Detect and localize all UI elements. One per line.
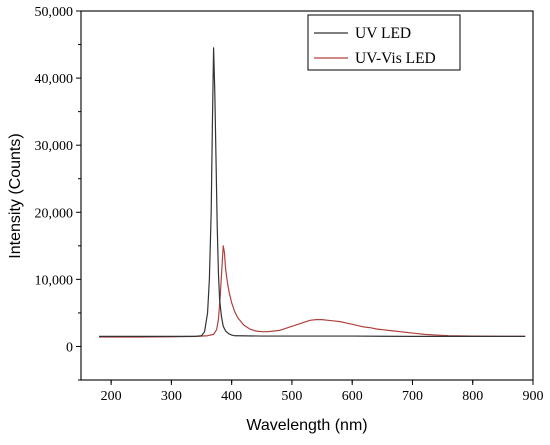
- x-axis-title: Wavelength (nm): [246, 417, 367, 434]
- x-tick-label: 200: [101, 389, 122, 404]
- y-tick-label: 10,000: [35, 273, 74, 288]
- legend-label-uv-led: UV LED: [355, 25, 411, 42]
- x-tick-label: 900: [523, 389, 544, 404]
- y-tick-label: 50,000: [35, 5, 74, 20]
- x-tick-label: 700: [402, 389, 423, 404]
- x-tick-label: 600: [342, 389, 363, 404]
- x-tick-label: 800: [462, 389, 483, 404]
- plot-frame: [80, 10, 534, 381]
- x-tick-label: 500: [281, 389, 302, 404]
- legend: UV LED UV-Vis LED: [307, 14, 461, 71]
- y-axis: 0 10,000 20,000 30,000 40,000 50,000: [35, 5, 81, 381]
- series-line-uv-led: [99, 47, 526, 337]
- x-axis: 200 300 400 500 600 700 800 900: [101, 380, 544, 404]
- legend-label-uv-vis-led: UV-Vis LED: [355, 50, 436, 67]
- y-tick-label: 0: [66, 340, 73, 355]
- series-line-uv-vis-led: [99, 245, 526, 338]
- y-tick-label: 20,000: [35, 206, 74, 221]
- y-axis-title: Intensity (Counts): [7, 133, 24, 258]
- y-tick-label: 40,000: [35, 72, 74, 87]
- x-tick-label: 400: [221, 389, 242, 404]
- series-layer: [99, 47, 526, 338]
- x-tick-label: 300: [161, 389, 182, 404]
- legend-box: [307, 14, 461, 71]
- y-tick-label: 30,000: [35, 139, 74, 154]
